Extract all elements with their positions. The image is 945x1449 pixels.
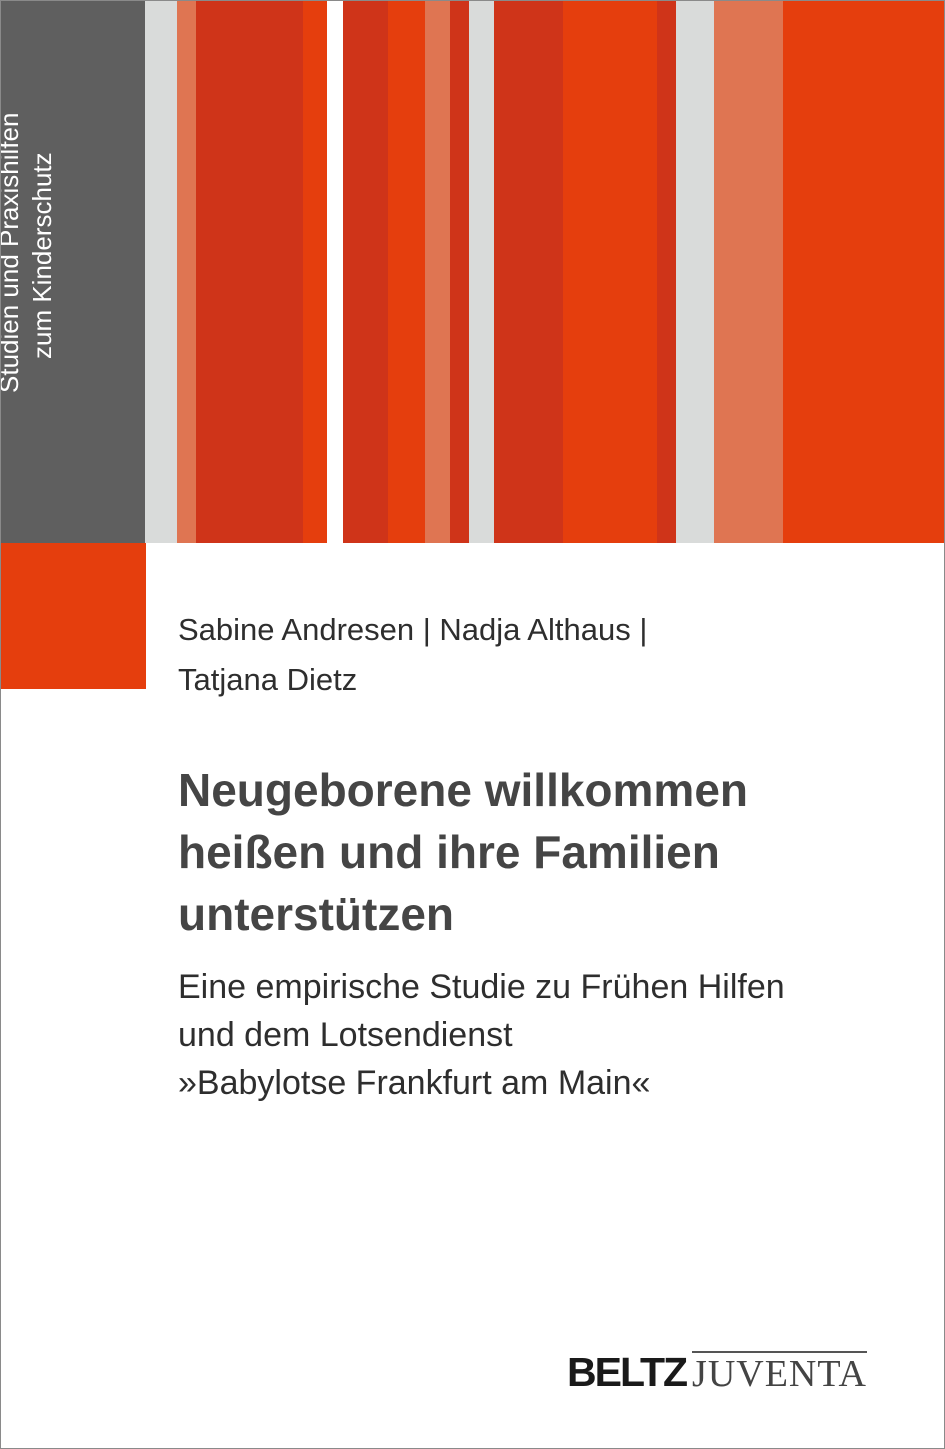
stripe (145, 1, 177, 543)
stripe (303, 1, 327, 543)
stripe (450, 1, 469, 543)
stripe (563, 1, 657, 543)
series-panel: Studien und Praxishilfen zum Kinderschut… (1, 1, 145, 543)
series-title: Studien und Praxishilfen zum Kinderschut… (0, 1, 59, 393)
stripe (327, 1, 343, 543)
book-subtitle: Eine empirische Studie zu Frühen Hilfen … (178, 963, 785, 1107)
publisher-logo-juventa: JUVENTA (692, 1351, 867, 1395)
subtitle-line: und dem Lotsendienst (178, 1016, 513, 1054)
stripe (343, 1, 388, 543)
stripe (494, 1, 563, 543)
stripe (469, 1, 494, 543)
stripe (676, 1, 714, 543)
stripe (425, 1, 450, 543)
stripe (177, 1, 196, 543)
stripe (388, 1, 425, 543)
authors-line: Tatjana Dietz (178, 662, 358, 697)
stripe (714, 1, 783, 543)
series-title-line: zum Kinderschutz (27, 152, 57, 359)
title-line: unterstützen (178, 888, 454, 940)
authors: Sabine Andresen | Nadja Althaus | Tatjan… (178, 605, 647, 705)
stripe (783, 1, 944, 543)
stripe (196, 1, 303, 543)
publisher-logo-beltz: BELTZ (567, 1349, 688, 1395)
stripe (657, 1, 676, 543)
subtitle-line: Eine empirische Studie zu Frühen Hilfen (178, 968, 785, 1006)
orange-accent-block (1, 543, 146, 689)
book-title: Neugeborene willkommen heißen und ihre F… (178, 759, 748, 945)
title-line: Neugeborene willkommen (178, 764, 749, 816)
authors-line: Sabine Andresen | Nadja Althaus | (178, 612, 648, 647)
series-title-line: Studien und Praxishilfen (0, 112, 24, 393)
title-line: heißen und ihre Familien (178, 826, 720, 878)
publisher-logo: BELTZ JUVENTA (567, 1349, 867, 1395)
subtitle-line: »Babylotse Frankfurt am Main« (178, 1064, 651, 1102)
